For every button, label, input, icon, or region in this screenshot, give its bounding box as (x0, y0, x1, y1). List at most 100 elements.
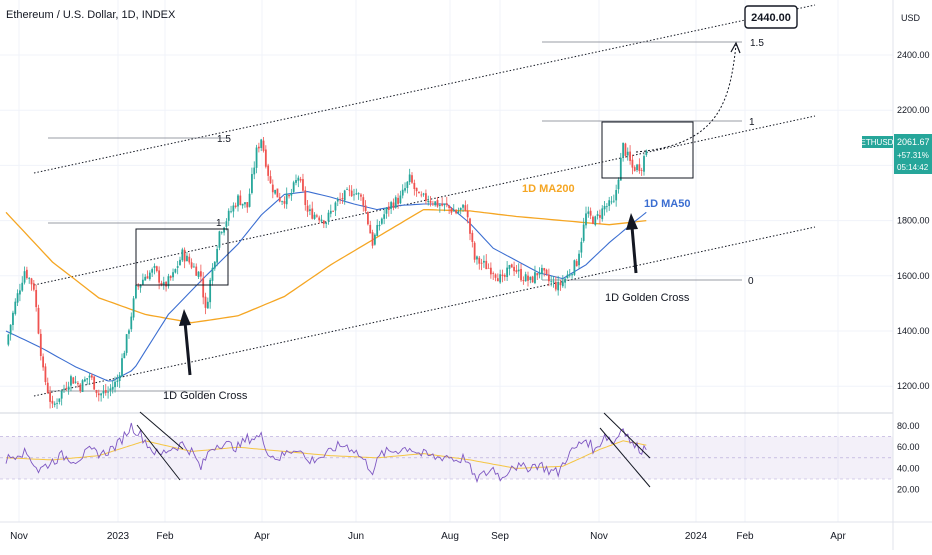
candle-body (450, 208, 453, 213)
candle-body (559, 282, 562, 286)
candle-body (172, 272, 174, 278)
candle-body (176, 266, 179, 268)
price-tick-label: 1800.00 (897, 216, 930, 226)
candle-body (70, 376, 72, 386)
time-tick-label: Apr (254, 531, 270, 542)
candle-body (218, 231, 221, 248)
candle-body (552, 281, 555, 283)
candle-body (118, 375, 121, 382)
candle-body (313, 214, 316, 219)
candle-body (206, 301, 209, 309)
candle-body (260, 139, 263, 148)
candle-body (186, 255, 188, 262)
time-tick-label: Jun (348, 531, 364, 542)
candle-body (100, 393, 103, 396)
candle-body (383, 214, 386, 219)
candle-body (90, 375, 93, 378)
candle-body (60, 390, 63, 399)
candle-body (297, 177, 300, 181)
candle-body (452, 210, 455, 212)
candle-body (496, 278, 499, 282)
candle-body (624, 143, 627, 156)
candle-body (234, 205, 237, 207)
candle-body (264, 149, 267, 167)
candle-body (93, 376, 96, 390)
candle-body (53, 403, 56, 405)
candle-body (353, 194, 355, 196)
candle-body (158, 270, 161, 283)
candle-body (320, 219, 323, 222)
candle-body (86, 378, 89, 380)
candle-body (478, 257, 481, 264)
candle-body (220, 232, 223, 233)
candle-body (357, 193, 360, 195)
candle-body (346, 189, 348, 190)
candle-body (364, 205, 367, 212)
candle-body (83, 379, 86, 382)
candle-body (448, 205, 451, 208)
candle-body (564, 278, 567, 283)
candle-body (617, 179, 620, 190)
rsi-tick-label: 20.00 (897, 485, 920, 495)
candle-body (306, 205, 309, 212)
candle-body (605, 206, 608, 208)
candle-body (151, 269, 154, 273)
candle-body (14, 301, 17, 314)
symbol-label: ETHUSD (861, 138, 894, 147)
time-tick-label: Apr (830, 531, 846, 542)
candle-body (554, 281, 557, 290)
candle-body (281, 201, 283, 203)
candle-body (341, 198, 344, 199)
candle-body (429, 200, 432, 203)
candle-body (56, 403, 58, 404)
candle-body (515, 270, 518, 272)
candle-body (626, 151, 629, 156)
candle-body (49, 392, 51, 402)
symbol-tag (862, 136, 893, 148)
candle-body (237, 195, 239, 207)
candle-body (288, 194, 290, 197)
candle-body (413, 182, 416, 189)
candle-body (262, 140, 265, 151)
candle-body (213, 261, 216, 269)
change-pct: +57.31% (897, 151, 929, 160)
candle-body (137, 285, 140, 287)
candle-body (311, 208, 314, 219)
candle-body (285, 193, 288, 205)
candle-body (302, 179, 304, 191)
candle-body (46, 382, 49, 393)
countdown: 05:14:42 (897, 163, 929, 172)
candle-body (77, 382, 79, 385)
candle-body (132, 298, 135, 318)
candle-body (165, 281, 167, 287)
last-price: 2061.67 (897, 137, 930, 147)
candle-body (292, 182, 295, 192)
candle-body (404, 188, 406, 191)
candle-body (81, 380, 84, 393)
candle-body (202, 277, 205, 298)
candle-body (204, 296, 207, 308)
candle-body (476, 256, 478, 260)
candle-body (28, 278, 31, 279)
candle-body (239, 195, 242, 205)
ma200-line (5, 208, 647, 324)
candle-body (169, 276, 172, 278)
candle-body (125, 334, 128, 353)
candle-body (397, 197, 399, 204)
candle-body (336, 199, 339, 202)
candle-body (190, 262, 193, 268)
target-box (744, 5, 798, 29)
candle-body (485, 260, 488, 270)
candle-body (506, 267, 509, 277)
golden-cross-label: 1D Golden Cross (163, 390, 248, 402)
candle-body (244, 202, 246, 205)
candle-body (503, 275, 506, 277)
time-tick-label: Sep (491, 531, 509, 542)
candle-body (438, 204, 441, 206)
candle-body (209, 279, 212, 303)
candle-body (25, 269, 28, 279)
candle-body (489, 267, 492, 275)
rsi-tick-label: 60.00 (897, 442, 920, 452)
candle-body (32, 283, 35, 290)
